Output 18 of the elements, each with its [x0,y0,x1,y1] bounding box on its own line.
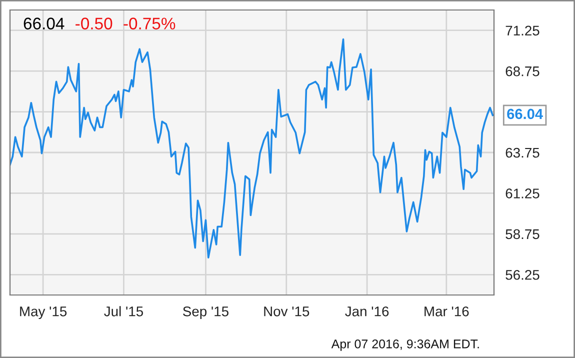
x-tick-label: Nov '15 [264,306,310,316]
x-tick-label: Sep '15 [183,306,228,320]
annotation: 66.04 [507,108,543,120]
x-tick-label: Jan '16 [345,306,389,316]
y-tick-label: 58.75 [506,229,540,240]
line-series [10,38,494,258]
text: Apr 07 2016, 9:36AM EDT. [331,340,479,351]
annotation: -0.75% [124,18,176,30]
y-tick-label: 68.75 [506,66,540,76]
x-tick-label: Mar '16 [424,306,469,316]
y-tick-label: 63.75 [506,148,540,158]
y-tick-label: 61.25 [506,188,540,198]
y-tick-label: 56.25 [506,270,540,280]
annotation: -0.50 [76,18,112,30]
annotation: 66.04 [24,18,64,30]
x-tick-label: May '15 [20,306,67,320]
x-tick-label: Jul '15 [104,306,143,316]
y-tick-label: 71.25 [506,26,540,36]
